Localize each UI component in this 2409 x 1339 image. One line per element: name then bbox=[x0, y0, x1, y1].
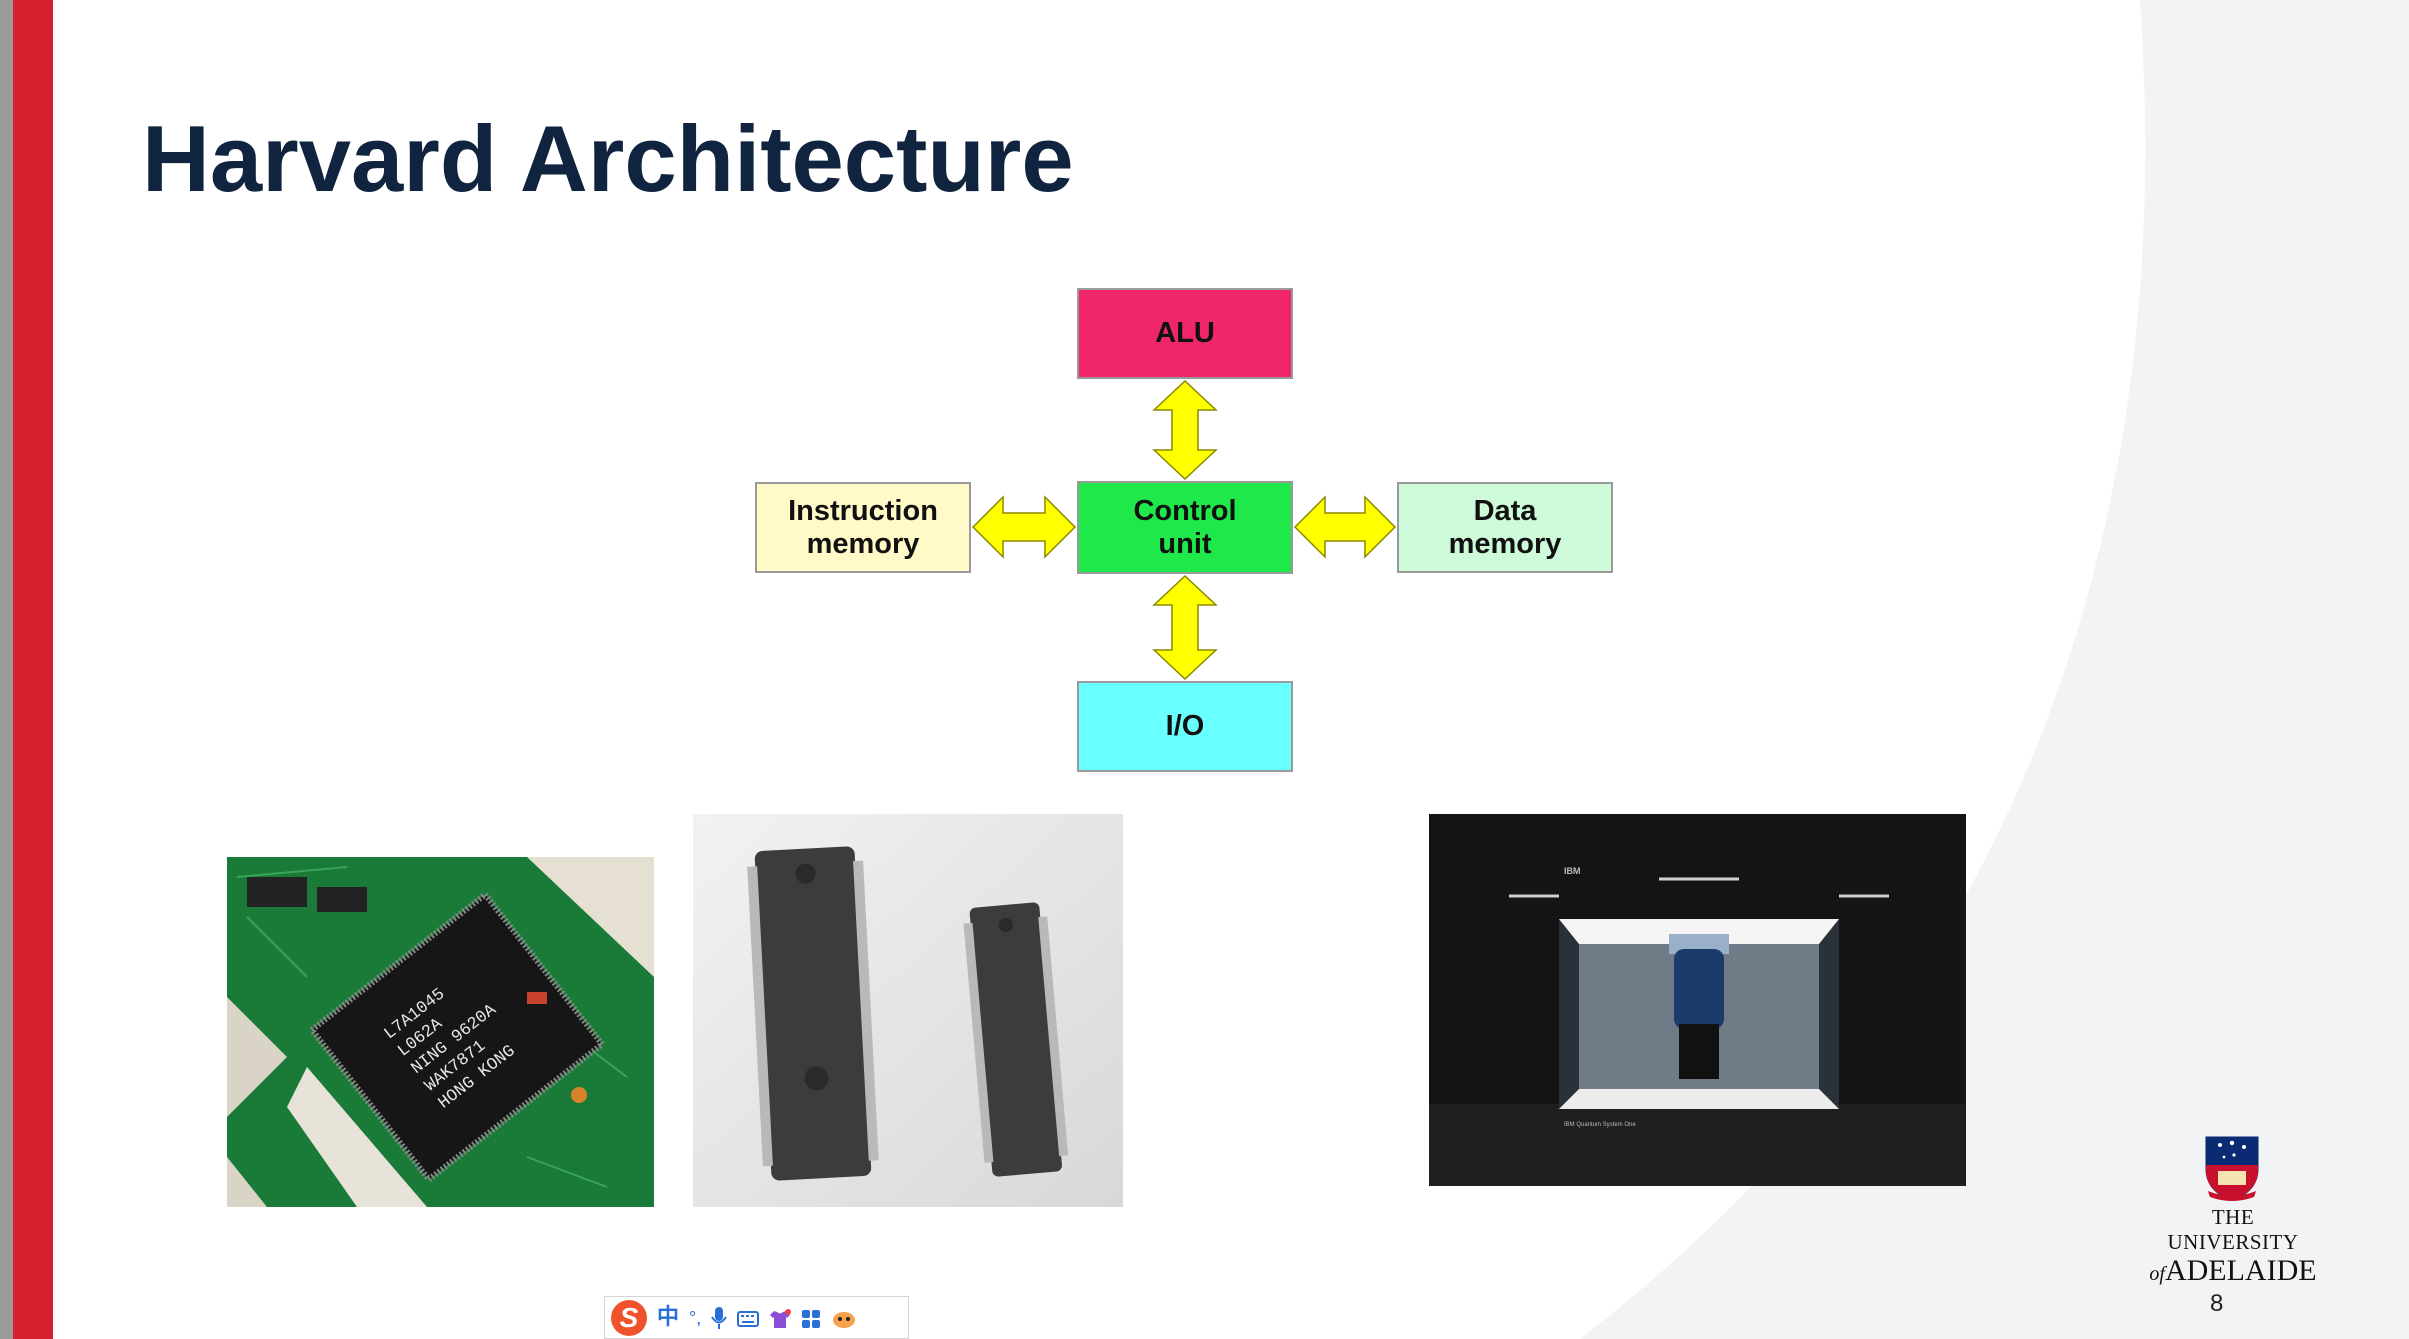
data-memory-label-2: memory bbox=[1448, 527, 1562, 560]
quantum-caption: IBM Quantum System One bbox=[1564, 1122, 1636, 1128]
toolbox-grid-icon[interactable] bbox=[801, 1306, 821, 1328]
ime-punctuation-toggle[interactable]: °, bbox=[689, 1307, 702, 1328]
arrow-instruction-control bbox=[971, 495, 1077, 559]
ime-toolbar[interactable]: S 中 °, bbox=[604, 1296, 909, 1339]
microphone-icon[interactable] bbox=[711, 1305, 728, 1329]
university-name-line1: THE UNIVERSITY bbox=[2167, 1205, 2299, 1254]
university-name: THE UNIVERSITY ofADELAIDE bbox=[2148, 1205, 2318, 1289]
data-memory-box: Data memory bbox=[1397, 482, 1613, 573]
alu-label: ALU bbox=[1155, 317, 1215, 349]
control-unit-label-1: Control bbox=[1133, 494, 1237, 527]
arrow-alu-control bbox=[1152, 379, 1218, 481]
control-unit-box: Control unit bbox=[1077, 481, 1293, 574]
ime-language-toggle[interactable]: 中 bbox=[657, 1304, 680, 1330]
slide-title: Harvard Architecture bbox=[142, 106, 1074, 211]
slide-accent-bar bbox=[13, 0, 53, 1339]
ibm-quantum-photo: IBM IBM Quantum System One bbox=[1429, 814, 1966, 1186]
io-box: I/O bbox=[1077, 681, 1293, 772]
dip-chips-photo bbox=[693, 814, 1123, 1207]
skin-shirt-icon[interactable] bbox=[769, 1306, 792, 1328]
instruction-memory-box: Instruction memory bbox=[755, 482, 971, 573]
university-name-of: of bbox=[2149, 1263, 2165, 1285]
ibm-brand: IBM bbox=[1564, 866, 1581, 876]
data-memory-label-1: Data bbox=[1473, 494, 1537, 527]
mascot-icon[interactable] bbox=[831, 1306, 857, 1328]
university-crest-icon bbox=[2204, 1135, 2260, 1201]
control-unit-label-2: unit bbox=[1158, 527, 1212, 560]
instruction-memory-label-1: Instruction bbox=[788, 494, 938, 527]
circuit-board-photo: L7A1045 L062A NING 9620A WAK7871 HONG KO… bbox=[227, 857, 654, 1207]
window-left-edge bbox=[0, 0, 13, 1339]
arrow-control-io bbox=[1152, 574, 1218, 681]
arrow-control-data bbox=[1293, 495, 1397, 559]
alu-box: ALU bbox=[1077, 288, 1293, 379]
university-name-line2: ADELAIDE bbox=[2164, 1254, 2317, 1287]
keyboard-icon[interactable] bbox=[737, 1307, 760, 1329]
page-number: 8 bbox=[2210, 1290, 2224, 1317]
sogou-logo-icon[interactable]: S bbox=[611, 1299, 647, 1336]
instruction-memory-label-2: memory bbox=[806, 527, 920, 560]
io-label: I/O bbox=[1165, 710, 1205, 742]
